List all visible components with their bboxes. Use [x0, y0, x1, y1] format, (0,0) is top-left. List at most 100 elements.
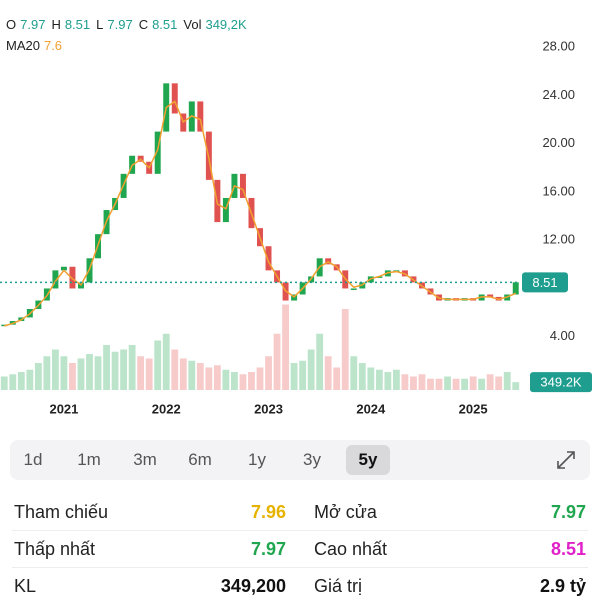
- volume-bar: [248, 372, 255, 390]
- volume-bar: [469, 376, 477, 390]
- candle-body: [197, 101, 204, 132]
- period-tab[interactable]: 1d: [23, 450, 43, 469]
- volume-bar: [333, 367, 341, 390]
- divider: [12, 567, 588, 568]
- volume-bar: [401, 374, 409, 390]
- volume-bar: [205, 367, 213, 390]
- period-tab[interactable]: 1y: [248, 450, 266, 469]
- period-tab[interactable]: 5y: [346, 445, 390, 475]
- volume-bar: [444, 376, 451, 390]
- volume-bar: [86, 354, 93, 390]
- ohlc-value: 8.51: [152, 17, 177, 32]
- stat-value: 349,200: [220, 576, 286, 596]
- volume-bar: [222, 369, 230, 390]
- period-tabs: 1d 1m 3m 6m 1y 3y 5y: [10, 440, 590, 480]
- ohlc-label: O: [6, 17, 16, 32]
- ohlc-label: H: [51, 17, 60, 32]
- volume-bar: [196, 363, 204, 390]
- y-tick-label: 16.00: [542, 183, 575, 198]
- stat-cell: Cao nhất 8.51: [314, 531, 586, 568]
- volume-bar: [307, 349, 315, 390]
- divider: [12, 530, 588, 531]
- y-tick-label: 20.00: [542, 135, 575, 150]
- volume-bar: [316, 333, 324, 390]
- x-tick-label: 2025: [459, 401, 488, 416]
- volume-bar: [435, 378, 443, 390]
- candle-body: [265, 246, 272, 271]
- ohlc-value: 349,2K: [205, 17, 247, 32]
- ma-value: 7.6: [44, 38, 62, 53]
- volume-bar: [231, 372, 238, 390]
- volume-bar: [478, 378, 486, 390]
- candle-body: [154, 131, 161, 174]
- volume-bar: [418, 374, 426, 390]
- stat-label: Mở cửa: [314, 502, 377, 522]
- candle-body: [512, 282, 519, 295]
- candle-body: [222, 197, 229, 223]
- ma-label: MA20: [6, 38, 40, 53]
- candle-body: [239, 173, 246, 198]
- stats-row: KL 349,200 Giá trị 2.9 tỷ: [0, 568, 600, 605]
- volume-bar: [461, 378, 468, 390]
- stat-cell: Thấp nhất 7.97: [14, 531, 286, 568]
- stat-value: 2.9 tỷ: [539, 576, 586, 596]
- candle-body: [52, 270, 59, 289]
- x-tick-label: 2024: [356, 401, 386, 416]
- volume-bar: [0, 376, 8, 390]
- volume-bar: [188, 360, 196, 390]
- stat-label: KL: [14, 576, 37, 596]
- volume-bar: [145, 358, 153, 390]
- stat-cell: Mở cửa 7.97: [314, 494, 586, 531]
- volume-bar: [375, 369, 383, 390]
- volume-bar: [9, 374, 17, 390]
- period-tab[interactable]: 3m: [133, 450, 157, 469]
- volume-bar: [162, 333, 170, 390]
- ohlc-value: 8.51: [65, 17, 90, 32]
- period-tab[interactable]: 1m: [77, 450, 101, 469]
- candle-body: [69, 266, 76, 289]
- period-tab[interactable]: 6m: [188, 450, 212, 469]
- volume-bar: [60, 356, 68, 390]
- volume-bar: [111, 351, 119, 390]
- stat-cell: Tham chiếu 7.96: [14, 494, 286, 531]
- volume-bar: [503, 372, 511, 390]
- stat-value: 8.51: [550, 539, 586, 559]
- volume-label: 349.2K: [540, 375, 582, 390]
- volume-bar: [239, 374, 247, 390]
- volume-bar: [17, 372, 25, 390]
- stat-label: Giá trị: [314, 576, 363, 596]
- chart: O 7.97 H 8.51 L 7.97 C 8.51 Vol 349,2K MA20 7.6 4.…: [0, 17, 592, 416]
- stat-label: Tham chiếu: [14, 502, 109, 522]
- stats-row: Thấp nhất 7.97 Cao nhất 8.51: [0, 531, 600, 568]
- stat-value: 7.97: [550, 502, 586, 522]
- ma-header: MA20 7.6: [6, 38, 62, 53]
- stat-value: 7.97: [250, 539, 286, 559]
- stats-row: Tham chiếu 7.96 Mở cửa 7.97: [0, 494, 600, 531]
- volume-bar: [265, 356, 272, 390]
- stat-cell: Giá trị 2.9 tỷ: [314, 568, 586, 605]
- volume-bar: [213, 365, 221, 390]
- volume-bar: [154, 340, 162, 390]
- candle-body: [60, 266, 67, 271]
- volume-bar: [34, 363, 42, 390]
- volume-bar: [179, 358, 187, 390]
- candle-body: [350, 288, 357, 290]
- volume-bar: [384, 372, 392, 390]
- x-tick-label: 2022: [152, 401, 181, 416]
- x-tick-label: 2023: [254, 401, 283, 416]
- volume-bar: [350, 356, 358, 390]
- stat-value: 7.96: [250, 502, 286, 522]
- volume-bar: [452, 378, 460, 390]
- y-tick-label: 24.00: [542, 87, 575, 102]
- period-tab[interactable]: 3y: [303, 450, 321, 469]
- volume-bar: [495, 376, 503, 390]
- ohlc-value: 7.97: [107, 17, 132, 32]
- volume-bar: [120, 349, 128, 390]
- volume-bar: [512, 382, 520, 390]
- volume-bar: [256, 367, 264, 390]
- y-tick-label: 12.00: [542, 232, 575, 247]
- expand-icon[interactable]: [554, 448, 578, 472]
- volume-bar: [486, 374, 494, 390]
- ma-line: [4, 100, 517, 327]
